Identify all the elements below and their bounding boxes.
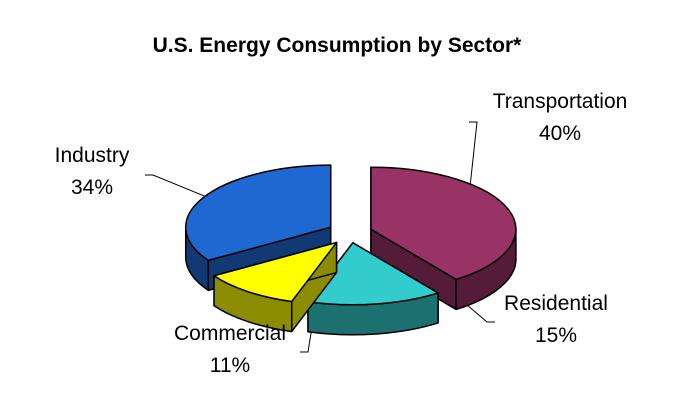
label-commercial: Commercial <box>174 322 286 345</box>
value-label-commercial: 11% <box>210 354 250 377</box>
slice-industry-top <box>184 164 332 262</box>
slice-commercial-top <box>213 241 338 303</box>
label-residential: Residential <box>504 292 608 315</box>
chart-title: U.S. Energy Consumption by Sector* <box>153 34 523 57</box>
value-label-transportation: 40% <box>539 122 581 145</box>
value-label-industry: 34% <box>71 176 113 199</box>
leader-line-transportation <box>469 121 478 188</box>
value-label-residential: 15% <box>535 324 577 347</box>
label-industry: Industry <box>55 144 130 167</box>
pie-slices <box>184 164 517 336</box>
slice-residential-top <box>307 242 439 306</box>
slice-labels: Transportation 40% Residential 15% Commercia… <box>55 90 628 377</box>
label-transportation: Transportation <box>493 90 628 113</box>
slice-transportation-top <box>370 166 517 281</box>
